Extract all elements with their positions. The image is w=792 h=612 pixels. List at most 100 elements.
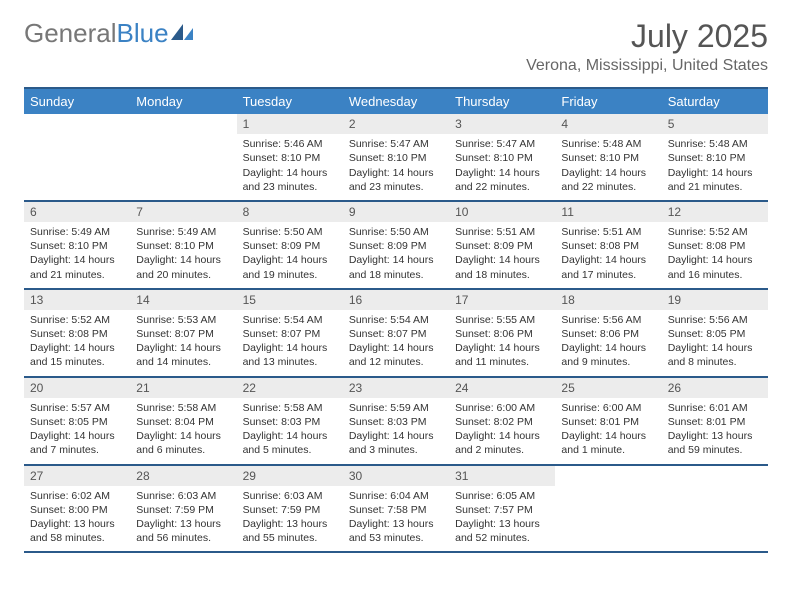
day-cell: 12Sunrise: 5:52 AMSunset: 8:08 PMDayligh… [662,202,768,288]
day-cell: 21Sunrise: 5:58 AMSunset: 8:04 PMDayligh… [130,378,236,464]
day-cell: 16Sunrise: 5:54 AMSunset: 8:07 PMDayligh… [343,290,449,376]
day-cell: 10Sunrise: 5:51 AMSunset: 8:09 PMDayligh… [449,202,555,288]
day-number: 20 [24,378,130,398]
daylight-line: Daylight: 14 hours and 23 minutes. [243,166,337,194]
day-body: Sunrise: 6:05 AMSunset: 7:57 PMDaylight:… [449,486,555,552]
week-row: 27Sunrise: 6:02 AMSunset: 8:00 PMDayligh… [24,466,768,554]
sunrise-line: Sunrise: 6:02 AM [30,489,124,503]
title-block: July 2025 Verona, Mississippi, United St… [526,18,768,75]
day-cell: 5Sunrise: 5:48 AMSunset: 8:10 PMDaylight… [662,114,768,200]
weekday-cell: Thursday [449,89,555,114]
calendar: SundayMondayTuesdayWednesdayThursdayFrid… [24,87,768,553]
sunrise-line: Sunrise: 5:49 AM [136,225,230,239]
day-number: 14 [130,290,236,310]
sunset-line: Sunset: 8:08 PM [561,239,655,253]
day-cell: 1Sunrise: 5:46 AMSunset: 8:10 PMDaylight… [237,114,343,200]
sunset-line: Sunset: 8:10 PM [561,151,655,165]
day-cell: . [24,114,130,200]
day-number: 12 [662,202,768,222]
sunrise-line: Sunrise: 5:56 AM [668,313,762,327]
daylight-line: Daylight: 14 hours and 6 minutes. [136,429,230,457]
daylight-line: Daylight: 14 hours and 17 minutes. [561,253,655,281]
weekday-cell: Sunday [24,89,130,114]
sunset-line: Sunset: 8:00 PM [30,503,124,517]
daylight-line: Daylight: 14 hours and 23 minutes. [349,166,443,194]
day-cell: 25Sunrise: 6:00 AMSunset: 8:01 PMDayligh… [555,378,661,464]
day-body: Sunrise: 5:54 AMSunset: 8:07 PMDaylight:… [237,310,343,376]
daylight-line: Daylight: 13 hours and 58 minutes. [30,517,124,545]
sunrise-line: Sunrise: 5:59 AM [349,401,443,415]
logo-sail-icon [171,18,197,49]
day-cell: 24Sunrise: 6:00 AMSunset: 8:02 PMDayligh… [449,378,555,464]
sunset-line: Sunset: 8:10 PM [455,151,549,165]
sunrise-line: Sunrise: 5:47 AM [455,137,549,151]
location: Verona, Mississippi, United States [526,57,768,75]
day-body: Sunrise: 5:54 AMSunset: 8:07 PMDaylight:… [343,310,449,376]
sunset-line: Sunset: 8:10 PM [668,151,762,165]
sunset-line: Sunset: 8:10 PM [136,239,230,253]
day-body: Sunrise: 6:03 AMSunset: 7:59 PMDaylight:… [130,486,236,552]
daylight-line: Daylight: 14 hours and 18 minutes. [349,253,443,281]
daylight-line: Daylight: 13 hours and 52 minutes. [455,517,549,545]
day-number: 31 [449,466,555,486]
weekday-cell: Friday [555,89,661,114]
day-body: Sunrise: 6:01 AMSunset: 8:01 PMDaylight:… [662,398,768,464]
sunset-line: Sunset: 8:09 PM [455,239,549,253]
daylight-line: Daylight: 14 hours and 20 minutes. [136,253,230,281]
day-number: 8 [237,202,343,222]
month-title: July 2025 [526,18,768,55]
daylight-line: Daylight: 14 hours and 13 minutes. [243,341,337,369]
day-body: Sunrise: 5:58 AMSunset: 8:03 PMDaylight:… [237,398,343,464]
day-number: 13 [24,290,130,310]
day-body: Sunrise: 6:00 AMSunset: 8:02 PMDaylight:… [449,398,555,464]
day-body: Sunrise: 5:47 AMSunset: 8:10 PMDaylight:… [449,134,555,200]
day-number: 22 [237,378,343,398]
daylight-line: Daylight: 14 hours and 21 minutes. [30,253,124,281]
daylight-line: Daylight: 14 hours and 16 minutes. [668,253,762,281]
sunrise-line: Sunrise: 6:00 AM [455,401,549,415]
sunrise-line: Sunrise: 6:05 AM [455,489,549,503]
daylight-line: Daylight: 13 hours and 55 minutes. [243,517,337,545]
sunset-line: Sunset: 8:06 PM [561,327,655,341]
sunrise-line: Sunrise: 5:58 AM [243,401,337,415]
day-cell: 31Sunrise: 6:05 AMSunset: 7:57 PMDayligh… [449,466,555,552]
sunset-line: Sunset: 8:05 PM [668,327,762,341]
day-body: Sunrise: 5:47 AMSunset: 8:10 PMDaylight:… [343,134,449,200]
sunrise-line: Sunrise: 5:51 AM [455,225,549,239]
day-cell: 4Sunrise: 5:48 AMSunset: 8:10 PMDaylight… [555,114,661,200]
sunrise-line: Sunrise: 5:57 AM [30,401,124,415]
day-number: 7 [130,202,236,222]
sunset-line: Sunset: 7:59 PM [243,503,337,517]
daylight-line: Daylight: 13 hours and 56 minutes. [136,517,230,545]
day-cell: 19Sunrise: 5:56 AMSunset: 8:05 PMDayligh… [662,290,768,376]
day-number: 28 [130,466,236,486]
day-body: Sunrise: 5:56 AMSunset: 8:05 PMDaylight:… [662,310,768,376]
day-number: 26 [662,378,768,398]
day-body: Sunrise: 6:04 AMSunset: 7:58 PMDaylight:… [343,486,449,552]
day-body: Sunrise: 5:52 AMSunset: 8:08 PMDaylight:… [24,310,130,376]
sunrise-line: Sunrise: 5:58 AM [136,401,230,415]
sunrise-line: Sunrise: 6:00 AM [561,401,655,415]
day-cell: 22Sunrise: 5:58 AMSunset: 8:03 PMDayligh… [237,378,343,464]
daylight-line: Daylight: 13 hours and 53 minutes. [349,517,443,545]
day-cell: 8Sunrise: 5:50 AMSunset: 8:09 PMDaylight… [237,202,343,288]
daylight-line: Daylight: 14 hours and 22 minutes. [455,166,549,194]
day-body: Sunrise: 5:46 AMSunset: 8:10 PMDaylight:… [237,134,343,200]
sunrise-line: Sunrise: 5:47 AM [349,137,443,151]
sunset-line: Sunset: 8:10 PM [30,239,124,253]
weekday-cell: Wednesday [343,89,449,114]
day-cell: 14Sunrise: 5:53 AMSunset: 8:07 PMDayligh… [130,290,236,376]
sunset-line: Sunset: 8:04 PM [136,415,230,429]
daylight-line: Daylight: 14 hours and 1 minute. [561,429,655,457]
sunrise-line: Sunrise: 5:46 AM [243,137,337,151]
sunrise-line: Sunrise: 5:54 AM [349,313,443,327]
day-cell: 7 Sunrise: 5:49 AMSunset: 8:10 PMDaylight… [130,202,236,288]
daylight-line: Daylight: 14 hours and 2 minutes. [455,429,549,457]
sunset-line: Sunset: 8:05 PM [30,415,124,429]
day-cell: 23Sunrise: 5:59 AMSunset: 8:03 PMDayligh… [343,378,449,464]
day-cell: 29Sunrise: 6:03 AMSunset: 7:59 PMDayligh… [237,466,343,552]
day-number: 11 [555,202,661,222]
sunset-line: Sunset: 8:06 PM [455,327,549,341]
day-cell: 3Sunrise: 5:47 AMSunset: 8:10 PMDaylight… [449,114,555,200]
day-number: 4 [555,114,661,134]
